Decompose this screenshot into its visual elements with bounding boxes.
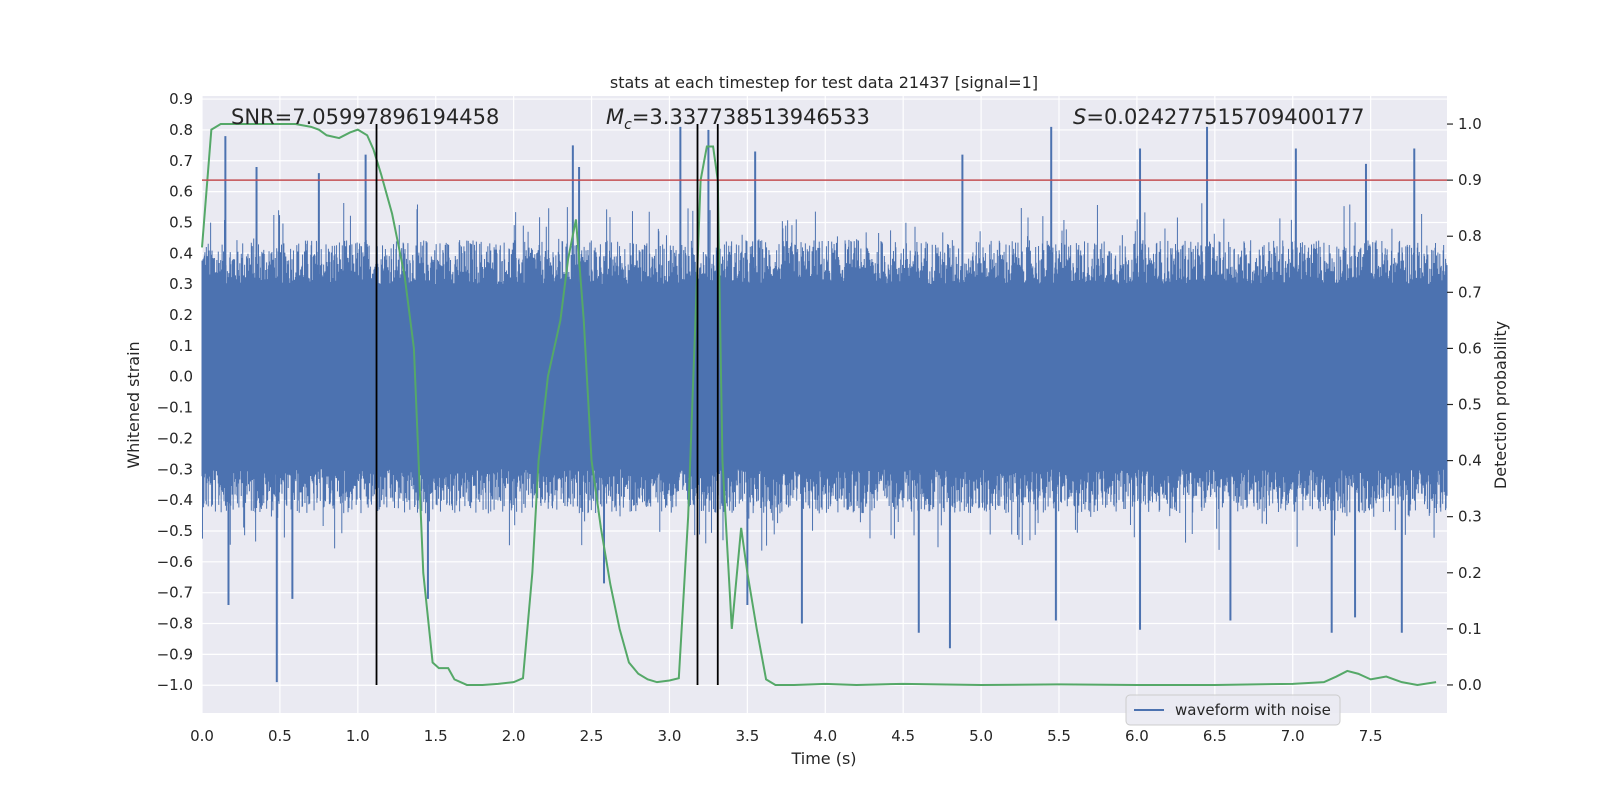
y2-tick-label: 0.1 (1458, 620, 1482, 638)
x-tick-label: 6.5 (1203, 727, 1227, 745)
legend-entry-waveform: waveform with noise (1175, 701, 1331, 719)
y-tick-label: −0.6 (157, 553, 193, 571)
chirp-mass-symbol: M (606, 105, 624, 129)
y2-tick-label: 0.7 (1458, 283, 1482, 301)
y2-tick-label: 0.0 (1458, 676, 1482, 694)
y-tick-label: 0.2 (169, 306, 193, 324)
x-tick-label: 0.5 (268, 727, 292, 745)
y2-tick-label: 0.8 (1458, 227, 1482, 245)
chirp-mass-subscript: c (624, 117, 632, 133)
y-tick-label: 0.0 (169, 368, 193, 386)
y-tick-label: −0.1 (157, 399, 193, 417)
y-tick-label: 0.4 (169, 244, 193, 262)
x-tick-label: 3.0 (658, 727, 682, 745)
y-tick-label: 0.6 (169, 183, 193, 201)
y-axis-ticks: 0.9 0.8 0.7 0.6 0.5 0.4 0.3 0.2 0.1 0.0 −0.1 −0.2 −0… (157, 90, 193, 694)
y2-tick-label: 0.3 (1458, 508, 1482, 526)
y-tick-label: 0.8 (169, 121, 193, 139)
snr-annotation: SNR=7.05997896194458 (231, 105, 499, 129)
x-tick-label: 2.5 (580, 727, 604, 745)
spin-annotation: S=0.024277515709400177 (1073, 105, 1364, 129)
y-tick-label: 0.9 (169, 90, 193, 108)
y2-axis-label: Detection probability (1491, 321, 1510, 489)
y-tick-label: 0.7 (169, 152, 193, 170)
legend-box (1125, 694, 1341, 726)
chirp-mass-annotation: Mc=3.337738513946533 (606, 105, 870, 133)
x-tick-label: 5.5 (1047, 727, 1071, 745)
y-tick-label: 0.1 (169, 337, 193, 355)
y-tick-label: 0.3 (169, 275, 193, 293)
y-tick-label: −0.5 (157, 522, 193, 540)
y2-tick-label: 0.2 (1458, 564, 1482, 582)
x-tick-label: 2.0 (502, 727, 526, 745)
x-tick-label: 5.0 (969, 727, 993, 745)
y-tick-label: −0.9 (157, 645, 193, 663)
y-axis-label: Whitened strain (124, 341, 143, 468)
x-tick-label: 4.5 (891, 727, 915, 745)
x-axis-ticks: 0.0 0.5 1.0 1.5 2.0 2.5 3.0 3.5 4.0 4.5 5.0 5.5 6.0 6… (190, 727, 1383, 745)
x-tick-label: 6.0 (1125, 727, 1149, 745)
x-tick-label: 1.0 (346, 727, 370, 745)
spin-symbol: S (1073, 105, 1086, 129)
y2-axis-ticks: 1.0 0.9 0.8 0.7 0.6 0.5 0.4 0.3 0.2 0.1 0.0 (1447, 115, 1482, 694)
y2-tick-label: 0.9 (1458, 171, 1482, 189)
y-tick-label: −0.8 (157, 615, 193, 633)
reference-lines (202, 124, 1447, 685)
x-tick-label: 7.5 (1359, 727, 1383, 745)
x-tick-label: 4.0 (813, 727, 837, 745)
x-axis-label: Time (s) (790, 749, 856, 768)
y-tick-label: −0.7 (157, 584, 193, 602)
y2-tick-label: 0.5 (1458, 396, 1482, 414)
chart-title: stats at each timestep for test data 214… (610, 73, 1038, 92)
y-tick-label: −0.2 (157, 429, 193, 447)
x-tick-label: 3.5 (735, 727, 759, 745)
y-tick-label: −1.0 (157, 676, 193, 694)
y2-tick-label: 0.4 (1458, 452, 1482, 470)
x-tick-label: 0.0 (190, 727, 214, 745)
chirp-mass-value: =3.337738513946533 (632, 105, 870, 129)
y-tick-label: 0.5 (169, 213, 193, 231)
y2-tick-label: 1.0 (1458, 115, 1482, 133)
probability-line (201, 123, 1437, 686)
x-tick-label: 1.5 (424, 727, 448, 745)
legend: waveform with noise (1125, 694, 1341, 726)
y-tick-label: −0.4 (157, 491, 193, 509)
spin-value: =0.024277515709400177 (1086, 105, 1364, 129)
y2-tick-label: 0.6 (1458, 339, 1482, 357)
y-tick-label: −0.3 (157, 460, 193, 478)
probability-series (201, 123, 1437, 686)
x-tick-label: 7.0 (1281, 727, 1305, 745)
